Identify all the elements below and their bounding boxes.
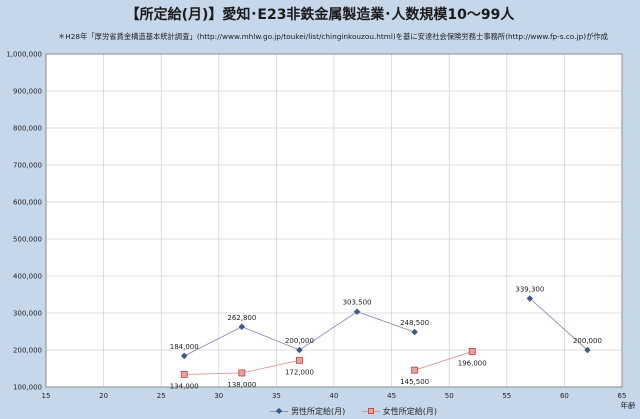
y-tick-label: 600,000 [13, 199, 42, 207]
chart-title: 【所定給(月)】愛知･E23非鉄金属製造業･人数規模10～99人 [125, 7, 515, 23]
x-tick-label: 50 [445, 392, 454, 400]
y-tick-label: 200,000 [13, 347, 42, 355]
male-data-point [238, 323, 246, 331]
series-line-segment [356, 311, 415, 333]
series-line-segment [414, 351, 473, 371]
x-tick-label: 30 [214, 392, 223, 400]
y-tick-label: 1,000,000 [6, 51, 42, 59]
legend-swatch-male [270, 407, 288, 415]
y-tick-label: 800,000 [13, 125, 42, 133]
legend-label-male: 男性所定給(月) [291, 407, 346, 416]
male-data-label: 303,500 [343, 299, 372, 307]
series-line-segment [241, 326, 300, 351]
male-data-label: 248,500 [400, 319, 429, 327]
male-data-point [584, 346, 591, 354]
x-tick-label: 15 [42, 392, 51, 400]
female-data-point [411, 366, 419, 374]
male-data-label: 339,300 [515, 285, 544, 293]
legend-item-male: 男性所定給(月) [270, 406, 345, 417]
x-tick-label: 40 [330, 392, 339, 400]
male-data-point [353, 308, 361, 315]
series-line-segment [241, 359, 300, 374]
female-data-point [468, 348, 476, 355]
male-data-label: 262,800 [227, 314, 256, 322]
female-data-point [295, 356, 303, 364]
x-tick-label: 35 [272, 392, 281, 400]
x-axis-label: 年齢 [621, 400, 636, 410]
male-data-label: 184,000 [170, 343, 199, 351]
male-data-point [180, 352, 188, 360]
chart-legend: 男性所定給(月) 女性所定給(月) [270, 405, 451, 417]
x-tick-label: 45 [387, 392, 396, 400]
plot-border [45, 53, 623, 388]
female-data-label: 138,000 [227, 381, 256, 389]
y-tick-label: 900,000 [13, 88, 42, 96]
x-tick-label: 65 [618, 392, 627, 400]
series-line-segment [299, 311, 358, 351]
chart-subtitle: ＊H28年「厚労省賃金構造基本統計調査」(http://www.mhlw.go.… [58, 32, 608, 41]
legend-item-female: 女性所定給(月) [361, 406, 438, 417]
male-data-point [526, 295, 534, 302]
male-data-label: 200,000 [573, 337, 602, 345]
legend-label-female: 女性所定給(月) [382, 407, 438, 416]
legend-swatch-female [361, 408, 380, 414]
y-tick-label: 100,000 [13, 384, 42, 392]
x-tick-label: 60 [560, 392, 569, 400]
female-data-point [238, 369, 246, 377]
female-data-label: 145,500 [400, 378, 429, 386]
female-data-label: 134,000 [170, 382, 199, 390]
male-data-label: 200,000 [285, 337, 314, 345]
x-tick-label: 25 [157, 392, 166, 400]
female-data-point [180, 370, 188, 378]
female-data-label: 196,000 [458, 359, 487, 367]
x-tick-label: 20 [99, 392, 108, 400]
x-tick-label: 55 [502, 392, 511, 400]
series-line-segment [184, 326, 243, 357]
female-data-label: 172,000 [285, 368, 314, 376]
y-tick-label: 300,000 [13, 310, 42, 318]
y-tick-label: 700,000 [13, 162, 42, 170]
y-tick-label: 500,000 [13, 236, 42, 244]
series-line-segment [529, 298, 588, 351]
male-data-point [296, 346, 303, 354]
male-data-point [411, 328, 418, 336]
y-tick-label: 400,000 [13, 273, 42, 281]
series-line-segment [184, 372, 242, 375]
